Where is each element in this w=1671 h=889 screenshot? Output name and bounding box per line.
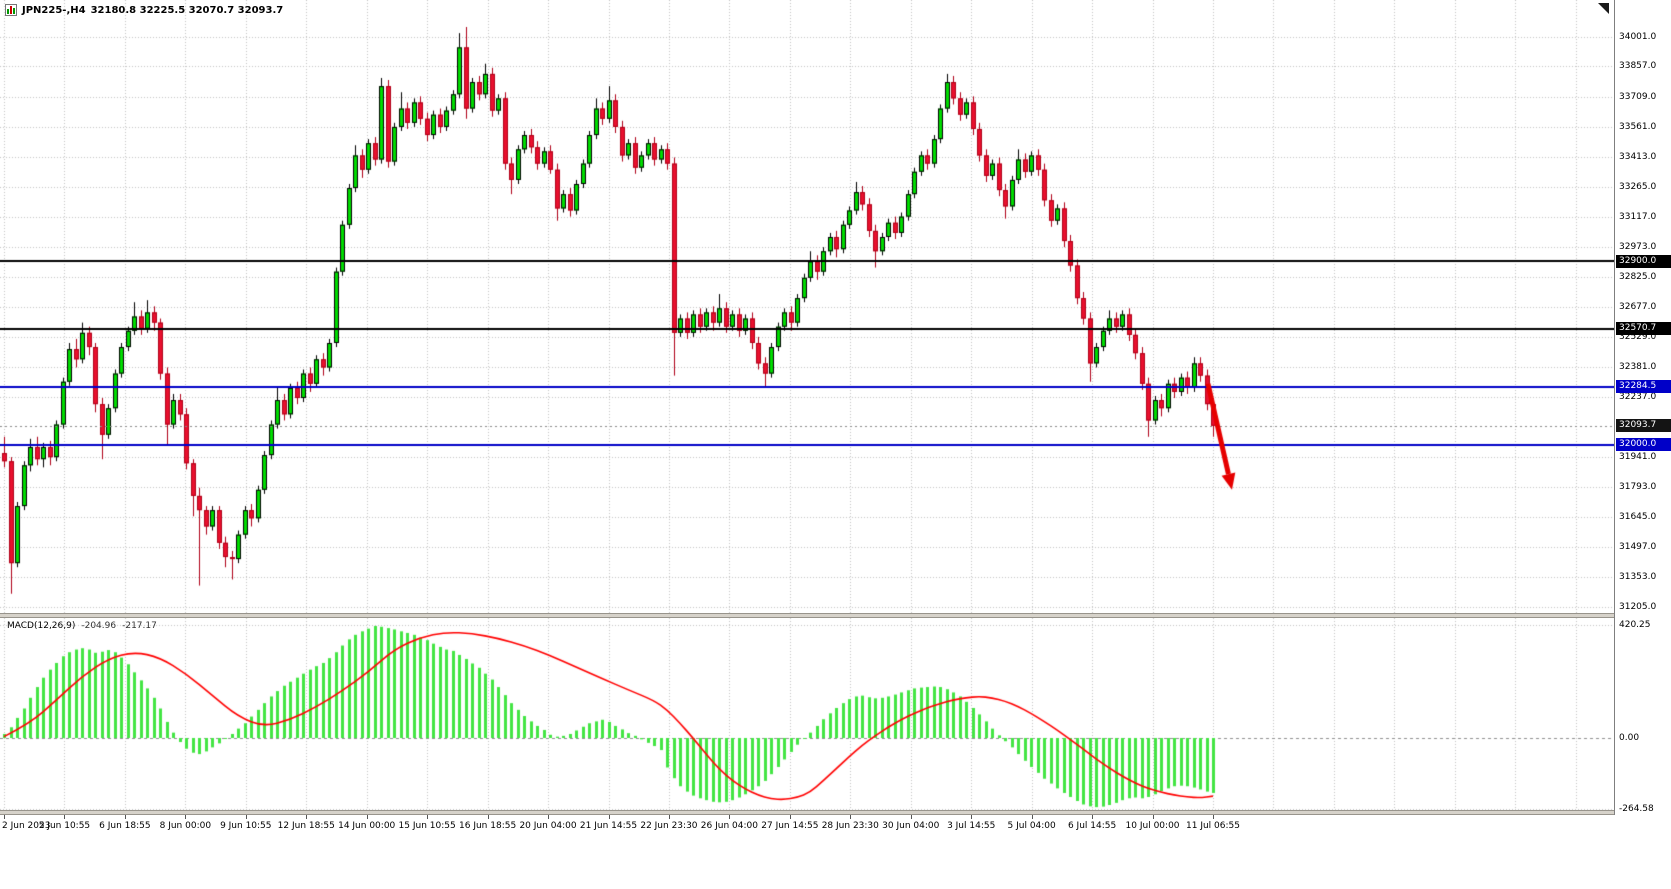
time-tick-mark [246,815,247,819]
chart-shift-marker-icon[interactable] [1598,3,1609,14]
time-axis-label: 20 Jun 04:00 [519,821,577,831]
price-tick-label: 32381.0 [1619,362,1657,373]
time-axis-label: 10 Jul 00:00 [1125,821,1180,831]
price-level-label[interactable]: 32900.0 [1616,254,1671,268]
time-tick-mark [850,815,851,819]
price-level-label[interactable]: 32093.7 [1616,419,1671,433]
time-axis-label: 26 Jun 04:00 [700,821,758,831]
time-tick-mark [1032,815,1033,819]
price-tick-label: 31941.0 [1619,451,1657,462]
time-axis-label: 5 Jul 04:00 [1007,821,1056,831]
time-axis-label: 6 Jun 18:55 [99,821,151,831]
price-tick-label: 31353.0 [1619,571,1657,582]
macd-indicator-label: MACD(12,26,9) -204.96 -217.17 [7,621,163,631]
chart-icon [5,4,17,16]
price-level-label[interactable]: 32570.7 [1616,322,1671,336]
time-tick-mark [669,815,670,819]
price-axis[interactable]: 34001.0 33857.0 33709.0 33561.0 33413.0 33265… [1614,0,1671,815]
price-tick-label: 32677.0 [1619,301,1657,312]
panel-separator[interactable] [0,810,1671,815]
price-chart-canvas[interactable] [0,0,1614,613]
macd-scale-label: 0.00 [1619,733,1640,743]
time-tick-mark [367,815,368,819]
time-axis-label: 3 Jul 14:55 [947,821,996,831]
price-tick-label: 33265.0 [1619,182,1657,193]
time-tick-mark [488,815,489,819]
time-axis-label: 8 Jun 00:00 [159,821,212,831]
time-axis-label: 5 Jun 10:55 [38,821,91,831]
time-axis-label: 6 Jul 14:55 [1067,821,1117,831]
symbol-title: JPN225-,H4 [22,4,86,16]
time-axis-label: 30 Jun 04:00 [882,821,940,831]
macd-indicator-canvas[interactable] [0,618,1614,810]
price-tick-label: 33561.0 [1619,121,1657,132]
price-tick-label: 32825.0 [1619,271,1657,282]
macd-scale-label: -264.58 [1619,803,1654,814]
time-tick-mark [790,815,791,819]
time-tick-mark [1153,815,1154,819]
time-tick-mark [548,815,549,819]
price-tick-label: 34001.0 [1619,32,1657,42]
price-tick-label: 31645.0 [1619,512,1657,523]
time-axis-label: 9 Jun 10:55 [220,821,272,831]
price-tick-label: 31497.0 [1619,542,1657,553]
time-tick-mark [729,815,730,819]
time-tick-mark [125,815,126,819]
price-tick-label: 33857.0 [1619,61,1657,72]
price-tick-label: 32529.0 [1619,332,1657,343]
time-axis[interactable]: 2 Jun 2023 5 Jun 10:55 6 Jun 18:55 8 Jun 00… [0,815,1671,889]
time-axis-label: 27 Jun 14:55 [761,821,819,831]
time-tick-mark [64,815,65,819]
chart-symbol-header: JPN225-,H4 32180.8 32225.5 32070.7 32093… [5,4,283,16]
macd-scale-label: 420.25 [1619,620,1651,631]
time-tick-mark [306,815,307,819]
time-tick-mark [609,815,610,819]
time-tick-mark [971,815,972,819]
time-tick-mark [1213,815,1214,819]
time-axis-label: 14 Jun 00:00 [338,821,396,831]
time-tick-mark [911,815,912,819]
time-axis-label: 21 Jun 14:55 [579,821,638,831]
price-level-label[interactable]: 32000.0 [1616,438,1671,452]
time-axis-label: 12 Jun 18:55 [277,821,335,831]
symbol-ohlc: 32180.8 32225.5 32070.7 32093.7 [90,4,284,16]
time-axis-label: 22 Jun 23:30 [640,821,698,831]
time-axis-label: 28 Jun 23:30 [821,821,879,831]
price-tick-label: 32973.0 [1619,241,1657,252]
price-tick-label: 33117.0 [1619,212,1657,223]
time-axis-label: 16 Jun 18:55 [459,821,517,831]
price-tick-label: 31793.0 [1619,482,1657,493]
price-tick-label: 32237.0 [1619,391,1657,402]
time-tick-mark [4,815,5,819]
time-axis-label: 2 Jun 2023 [2,821,51,831]
time-tick-mark [427,815,428,819]
time-axis-label: 11 Jul 06:55 [1186,821,1240,831]
macd-name: MACD(12,26,9) [7,621,76,631]
macd-main-value: -204.96 [81,621,117,631]
price-tick-label: 33709.0 [1619,91,1657,102]
macd-signal-value: -217.17 [122,621,157,631]
price-tick-label: 31205.0 [1619,601,1657,612]
time-axis-label: 15 Jun 10:55 [398,821,456,831]
price-level-label[interactable]: 32284.5 [1616,380,1671,394]
panel-separator[interactable] [0,613,1671,618]
time-tick-mark [185,815,186,819]
time-tick-mark [1092,815,1093,819]
price-tick-label: 33413.0 [1619,151,1657,162]
